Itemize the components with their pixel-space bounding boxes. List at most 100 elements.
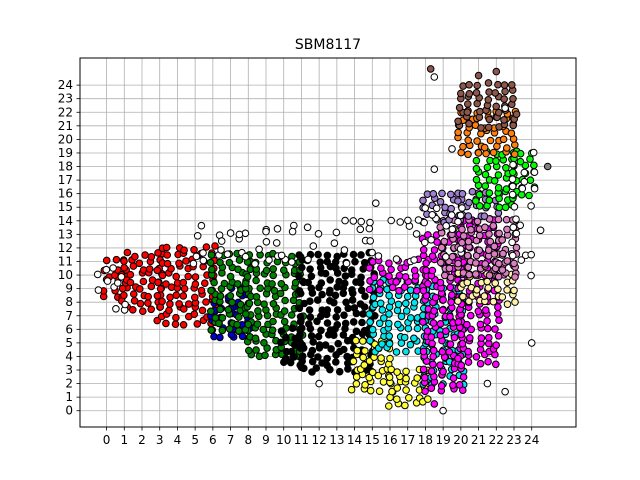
data-point bbox=[459, 82, 467, 90]
data-point bbox=[314, 250, 322, 259]
x-tick-label: 5 bbox=[191, 433, 199, 447]
data-point bbox=[277, 338, 285, 347]
data-point bbox=[341, 319, 350, 328]
data-point bbox=[459, 373, 468, 381]
data-point bbox=[494, 310, 502, 318]
data-point bbox=[256, 284, 265, 293]
data-point bbox=[241, 252, 250, 261]
data-point bbox=[473, 286, 481, 294]
data-point bbox=[145, 265, 154, 273]
x-tick-label: 20 bbox=[453, 433, 468, 447]
data-point bbox=[282, 333, 290, 342]
data-point bbox=[464, 358, 473, 366]
data-point bbox=[295, 333, 303, 342]
data-point bbox=[245, 299, 254, 308]
data-point bbox=[216, 292, 225, 300]
data-point bbox=[103, 277, 112, 285]
y-tick-label: 9 bbox=[65, 282, 73, 296]
data-point bbox=[467, 325, 476, 334]
y-tick-label: 19 bbox=[58, 146, 73, 160]
data-point bbox=[422, 266, 430, 275]
data-point bbox=[270, 286, 279, 295]
data-point bbox=[360, 361, 369, 369]
data-point bbox=[216, 258, 224, 267]
data-point bbox=[475, 190, 484, 199]
data-point bbox=[463, 320, 471, 329]
data-point bbox=[308, 357, 317, 366]
data-point bbox=[500, 116, 508, 124]
data-point bbox=[457, 361, 466, 370]
data-point bbox=[475, 231, 484, 240]
data-point bbox=[463, 251, 472, 260]
data-point bbox=[330, 239, 339, 247]
data-point bbox=[490, 177, 499, 185]
data-point bbox=[226, 272, 235, 281]
data-point bbox=[527, 250, 536, 259]
data-point bbox=[392, 348, 401, 356]
outlier-point bbox=[501, 387, 509, 396]
data-point bbox=[323, 257, 332, 266]
data-point bbox=[304, 278, 313, 287]
data-point bbox=[413, 374, 422, 382]
y-tick-label: 23 bbox=[58, 92, 73, 106]
data-point bbox=[185, 300, 193, 308]
data-point bbox=[448, 252, 457, 261]
data-point bbox=[492, 341, 501, 350]
data-point bbox=[401, 273, 410, 281]
data-point bbox=[340, 311, 348, 320]
data-point bbox=[347, 266, 356, 274]
data-point bbox=[228, 298, 236, 307]
data-point bbox=[323, 319, 332, 327]
data-point bbox=[375, 319, 384, 328]
data-point bbox=[332, 358, 340, 366]
data-point bbox=[448, 225, 457, 234]
data-point bbox=[457, 330, 466, 339]
data-point bbox=[260, 339, 268, 347]
data-point bbox=[485, 333, 493, 342]
data-point bbox=[180, 246, 188, 254]
data-point bbox=[485, 271, 494, 280]
data-point bbox=[474, 149, 483, 157]
data-point bbox=[508, 190, 517, 199]
data-point bbox=[94, 286, 103, 294]
data-point bbox=[508, 182, 517, 191]
data-point bbox=[139, 277, 148, 286]
data-point bbox=[245, 346, 253, 355]
data-point bbox=[158, 271, 167, 280]
x-tick-label: 8 bbox=[244, 433, 252, 447]
data-point bbox=[454, 117, 462, 126]
data-point bbox=[456, 211, 465, 220]
x-tick-label: 22 bbox=[489, 433, 504, 447]
data-point bbox=[456, 245, 465, 253]
data-point bbox=[511, 273, 519, 281]
data-point bbox=[420, 218, 429, 227]
data-point bbox=[347, 385, 356, 394]
x-tick-label: 4 bbox=[174, 433, 182, 447]
data-point bbox=[484, 79, 493, 87]
x-tick-label: 12 bbox=[312, 433, 327, 447]
data-point bbox=[323, 354, 331, 363]
data-point bbox=[309, 242, 318, 250]
data-point bbox=[349, 250, 358, 259]
data-point bbox=[503, 144, 511, 152]
data-point bbox=[427, 367, 436, 376]
data-point bbox=[136, 285, 144, 293]
data-point bbox=[224, 305, 233, 314]
data-point bbox=[210, 278, 218, 287]
data-point bbox=[491, 89, 500, 97]
data-point bbox=[191, 273, 200, 281]
data-point bbox=[445, 348, 454, 356]
data-point bbox=[494, 80, 502, 89]
data-point bbox=[321, 269, 330, 278]
data-point bbox=[393, 384, 402, 392]
data-point bbox=[332, 228, 341, 237]
data-point bbox=[166, 293, 174, 302]
data-point bbox=[516, 221, 525, 230]
data-point bbox=[334, 339, 343, 348]
data-point bbox=[374, 252, 383, 260]
data-point bbox=[348, 286, 356, 294]
data-point bbox=[225, 258, 234, 267]
data-point bbox=[483, 277, 492, 286]
data-point bbox=[121, 300, 129, 309]
data-point bbox=[400, 333, 409, 342]
